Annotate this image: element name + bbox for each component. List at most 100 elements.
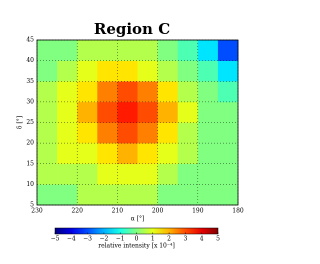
heat-cell — [217, 163, 239, 185]
x-tick-label: 200 — [152, 208, 164, 215]
heat-cell — [197, 184, 219, 206]
heat-cell — [97, 143, 118, 165]
heat-cell — [157, 40, 178, 61]
y-tick-label: 25 — [26, 119, 34, 126]
y-tick-label: 35 — [26, 78, 34, 85]
heat-cell — [157, 101, 178, 123]
heat-cell — [217, 60, 239, 82]
heat-cell — [97, 122, 118, 144]
colorbar-label: relative intensity [x 10⁻⁴] — [98, 243, 175, 250]
heat-cell — [57, 81, 78, 103]
heat-cell — [97, 163, 118, 185]
colorbar-tick-label: −4 — [67, 236, 76, 243]
heat-cell — [77, 101, 98, 123]
heat-cell — [197, 101, 219, 123]
colorbar-tick-label: −1 — [116, 236, 125, 243]
heat-cell — [77, 163, 98, 185]
heat-cell — [197, 40, 219, 61]
heat-cell — [57, 101, 78, 123]
heat-cell — [77, 40, 98, 61]
heat-cell — [157, 60, 178, 82]
heat-cell — [197, 60, 219, 82]
y-tick-label: 5 — [30, 202, 34, 209]
x-tick-label: 220 — [71, 208, 83, 215]
heat-cell — [97, 101, 118, 123]
heat-cell — [37, 81, 58, 103]
y-tick-label: 45 — [26, 37, 34, 44]
heat-cell — [137, 40, 158, 61]
heat-cell — [217, 143, 239, 165]
y-tick-label: 40 — [26, 57, 34, 64]
heat-cell — [137, 143, 158, 165]
heat-cell — [77, 143, 98, 165]
heat-cell — [157, 143, 178, 165]
colorbar-tick-label: 2 — [167, 236, 171, 243]
heat-cell — [137, 81, 158, 103]
heat-cell — [37, 163, 58, 185]
heat-cell — [177, 122, 199, 144]
heat-cell — [37, 40, 58, 61]
page: Region C 230 220 210 200 190 180 5 10 15 20 25 30 35… — [16, 20, 244, 250]
heat-cell — [57, 184, 78, 206]
heat-cell — [57, 122, 78, 144]
y-axis-label: δ [°] — [17, 116, 24, 129]
colorbar-tick-label: 1 — [151, 236, 155, 243]
heat-cell — [37, 101, 58, 123]
colorbar-tick-label: 4 — [200, 236, 204, 243]
y-tick-label: 15 — [26, 160, 34, 167]
heat-cell — [117, 163, 138, 185]
heat-cell — [117, 184, 138, 206]
heat-cell — [197, 143, 219, 165]
heat-cell — [157, 122, 178, 144]
colorbar-tick-label: 3 — [183, 236, 187, 243]
heat-cell — [217, 81, 239, 103]
heat-cell — [57, 143, 78, 165]
heat-cell — [137, 122, 158, 144]
heat-cell — [57, 40, 78, 61]
y-tick-label: 20 — [26, 140, 34, 147]
heat-cell — [37, 184, 58, 206]
colorbar-tick-label: −5 — [51, 236, 60, 243]
heat-cell — [157, 81, 178, 103]
heat-cell — [137, 60, 158, 82]
chart: Region C 230 220 210 200 190 1805101520253035… — [17, 20, 244, 250]
heat-cell — [57, 163, 78, 185]
heat-cell — [137, 163, 158, 185]
heat-cell — [117, 60, 138, 82]
heat-cell — [177, 101, 199, 123]
heat-cell — [197, 81, 219, 103]
heat-cell — [177, 143, 199, 165]
x-tick-label: 190 — [192, 208, 204, 215]
heat-cell — [177, 60, 199, 82]
heat-cell — [77, 60, 98, 82]
colorbar-tick-label: 0 — [135, 236, 139, 243]
heat-cell — [97, 40, 118, 61]
heat-cell — [217, 101, 239, 123]
heat-cell — [217, 184, 239, 206]
heat-cell — [117, 143, 138, 165]
heat-cell — [197, 122, 219, 144]
heat-cell — [137, 184, 158, 206]
heat-cell — [117, 122, 138, 144]
heat-cell — [157, 184, 178, 206]
chart-title: Region C — [94, 20, 170, 38]
heat-cell — [117, 40, 138, 61]
x-tick-label: 210 — [112, 208, 124, 215]
heat-cell — [137, 101, 158, 123]
x-axis-label: α [°] — [131, 216, 145, 223]
x-tick-label: 180 — [232, 208, 244, 215]
heat-cell — [197, 163, 219, 185]
heat-cell — [97, 184, 118, 206]
heat-cell — [157, 163, 178, 185]
heat-cell — [217, 122, 239, 144]
heat-cell — [37, 60, 58, 82]
heat-cell — [117, 101, 138, 123]
heat-cell — [37, 122, 58, 144]
colorbar-tick-label: 5 — [216, 236, 220, 243]
heat-cell — [97, 81, 118, 103]
y-tick-label: 10 — [26, 181, 34, 188]
heat-cell — [77, 122, 98, 144]
heat-cell — [57, 60, 78, 82]
x-tick-label: 230 — [31, 208, 43, 215]
heat-cell — [97, 60, 118, 82]
